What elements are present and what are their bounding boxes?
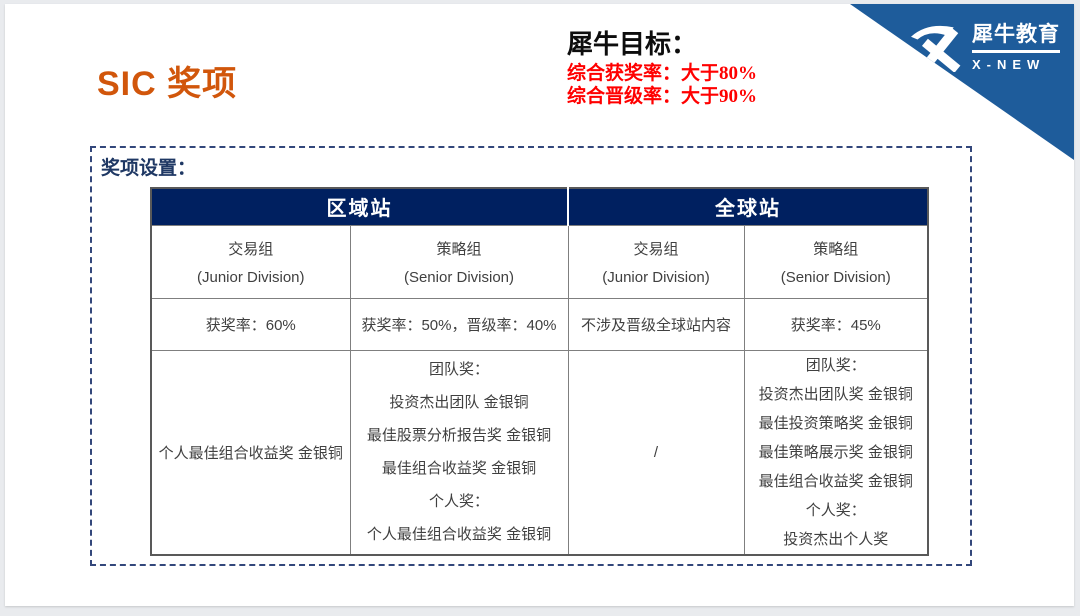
award-cell-regional-senior: 团队奖： 投资杰出团队 金银铜 最佳股票分析报告奖 金银铜 最佳组合收益奖 金银… [349, 349, 569, 555]
slide-title: SIC 奖项 [97, 65, 238, 103]
award-cell-global-junior: / [567, 349, 745, 555]
group-header-regional: 区域站 [150, 187, 569, 226]
table-award-row: 个人最佳组合收益奖 金银铜 团队奖： 投资杰出团队 金银铜 最佳股票分析报告奖 … [150, 349, 929, 555]
section-label: 奖项设置： [101, 158, 197, 179]
rate-cell-regional-senior: 获奖率：50%，晋级率：40% [349, 297, 569, 351]
division-name: 策略组 [436, 240, 482, 258]
rate-cell-global-junior: 不涉及晋级全球站内容 [567, 297, 745, 351]
rate-cell-global-senior: 获奖率：45% [743, 297, 929, 351]
award-line: 最佳组合收益奖 金银铜 [381, 460, 537, 477]
award-line: 个人奖： [428, 493, 489, 510]
award-line: 投资杰出团队奖 金银铜 [758, 385, 913, 403]
brand-name-english: X-NEW [972, 57, 1046, 72]
award-line: / [653, 443, 659, 461]
division-name-en: (Junior Division) [602, 268, 710, 286]
division-cell-global-senior: 策略组 (Senior Division) [743, 224, 929, 299]
awards-table: 区域站 全球站 交易组 (Junior Division) 策略组 (Senio… [150, 187, 929, 556]
award-cell-regional-junior: 个人最佳组合收益奖 金银铜 [150, 349, 351, 555]
brand-text: 犀牛教育 X-NEW [972, 18, 1060, 72]
division-cell-regional-senior: 策略组 (Senior Division) [349, 224, 569, 299]
award-line: 个人最佳组合收益奖 金银铜 [366, 526, 552, 543]
division-name: 交易组 [228, 240, 274, 258]
award-line: 个人最佳组合收益奖 金银铜 [158, 444, 343, 462]
award-line: 投资杰出个人奖 [783, 530, 889, 548]
goal-award-rate: 综合获奖率：大于80% [567, 63, 758, 84]
award-line: 个人奖： [805, 501, 866, 519]
x-logo-icon [911, 25, 961, 72]
award-line: 最佳策略展示奖 金银铜 [758, 443, 913, 461]
table-rate-row: 获奖率：60% 获奖率：50%，晋级率：40% 不涉及晋级全球站内容 获奖率：4… [150, 297, 929, 351]
award-line: 最佳组合收益奖 金银铜 [758, 472, 913, 490]
brand-name-chinese: 犀牛教育 [972, 18, 1060, 53]
division-name-en: (Junior Division) [196, 268, 305, 286]
award-line: 最佳股票分析报告奖 金银铜 [366, 427, 552, 444]
rate-cell-regional-junior: 获奖率：60% [150, 297, 351, 351]
division-name: 交易组 [633, 240, 679, 258]
presentation-slide: SIC 奖项 犀牛目标： 综合获奖率：大于80% 综合晋级率：大于90% 犀牛教… [5, 4, 1074, 606]
division-name: 策略组 [813, 240, 859, 258]
brand-logo: 犀牛教育 X-NEW [909, 18, 1060, 72]
award-line: 团队奖： [805, 356, 866, 374]
award-line: 最佳投资策略奖 金银铜 [758, 414, 913, 432]
division-cell-global-junior: 交易组 (Junior Division) [567, 224, 745, 299]
award-cell-global-senior: 团队奖： 投资杰出团队奖 金银铜 最佳投资策略奖 金银铜 最佳策略展示奖 金银铜… [743, 349, 929, 555]
goal-block: 犀牛目标： 综合获奖率：大于80% 综合晋级率：大于90% [567, 28, 757, 108]
goal-heading: 犀牛目标： [567, 30, 698, 59]
award-line: 团队奖： [428, 361, 489, 378]
goal-promotion-rate: 综合晋级率：大于90% [567, 86, 758, 107]
awards-section-box: 奖项设置： [90, 146, 972, 566]
table-group-header-row: 区域站 全球站 [150, 187, 929, 226]
division-name-en: (Senior Division) [780, 268, 891, 286]
division-cell-regional-junior: 交易组 (Junior Division) [150, 224, 351, 299]
award-line: 投资杰出团队 金银铜 [389, 394, 529, 411]
corner-logo-banner: 犀牛教育 X-NEW [850, 4, 1074, 160]
division-name-en: (Senior Division) [403, 268, 515, 286]
group-header-global: 全球站 [567, 187, 929, 226]
table-division-row: 交易组 (Junior Division) 策略组 (Senior Divisi… [150, 224, 929, 299]
